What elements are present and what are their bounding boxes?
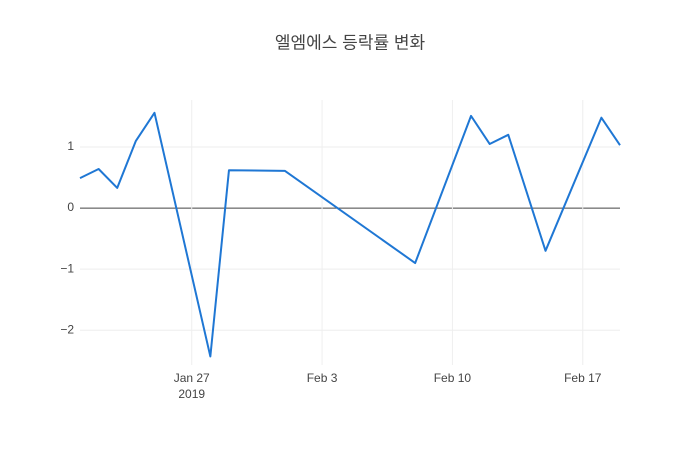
x-tick-label: Feb 10 (434, 371, 472, 385)
x-tick-label: Feb 3 (307, 371, 338, 385)
x-tick-label: Jan 27 (174, 371, 210, 385)
y-tick-label: −1 (60, 261, 74, 275)
y-tick-label: 0 (67, 200, 74, 214)
y-tick-label: −2 (60, 322, 74, 336)
x-tick-label: Feb 17 (564, 371, 602, 385)
y-tick-label: 1 (67, 139, 74, 153)
chart-title: 엘엠에스 등락률 변화 (275, 33, 426, 52)
line (79, 111, 621, 358)
x-year-label: 2019 (178, 387, 205, 401)
